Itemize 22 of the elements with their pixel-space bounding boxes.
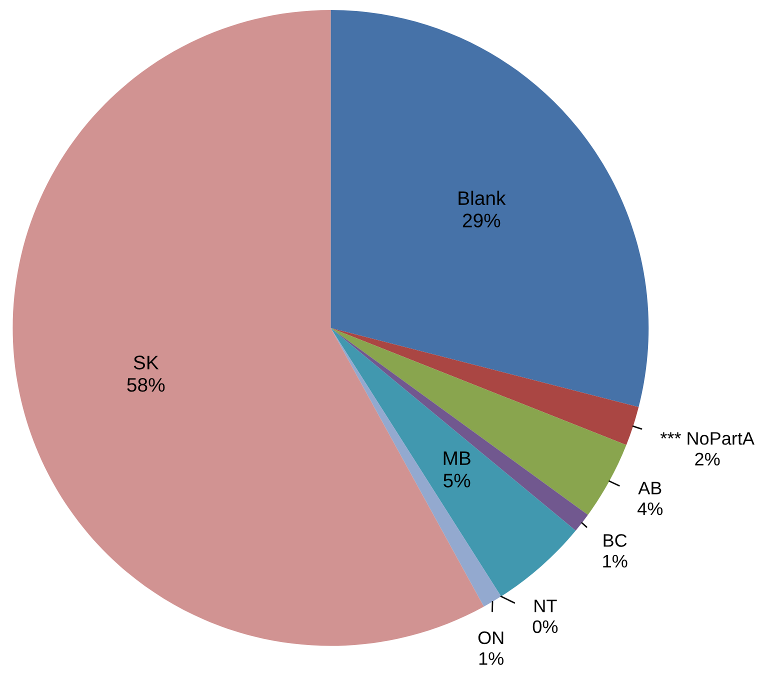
pie-slice xyxy=(330,328,502,607)
data-label: 1% xyxy=(603,554,628,568)
data-label: 2% xyxy=(695,452,720,466)
slice-label: *** NoPartA xyxy=(660,432,754,445)
pie-slice xyxy=(330,328,576,596)
pie-slice xyxy=(330,10,649,408)
data-label: 4% xyxy=(638,502,663,516)
slice-label: MB xyxy=(444,452,470,465)
slice-label: SK xyxy=(134,356,159,370)
legend-label: NT xyxy=(534,600,557,612)
pie-slice xyxy=(330,328,626,515)
pie-slice xyxy=(330,328,639,446)
slice-label: AB xyxy=(638,482,662,494)
data-label: 58% xyxy=(127,378,165,392)
data-label: 29% xyxy=(462,214,500,228)
slice-label: BC xyxy=(604,534,627,547)
slice-label: ON xyxy=(478,631,504,644)
data-label: 5% xyxy=(444,474,470,488)
slice-label: Blank xyxy=(458,190,506,206)
data-label: 1% xyxy=(479,652,504,665)
text: 0% xyxy=(532,620,558,634)
pie-slice xyxy=(330,328,588,531)
